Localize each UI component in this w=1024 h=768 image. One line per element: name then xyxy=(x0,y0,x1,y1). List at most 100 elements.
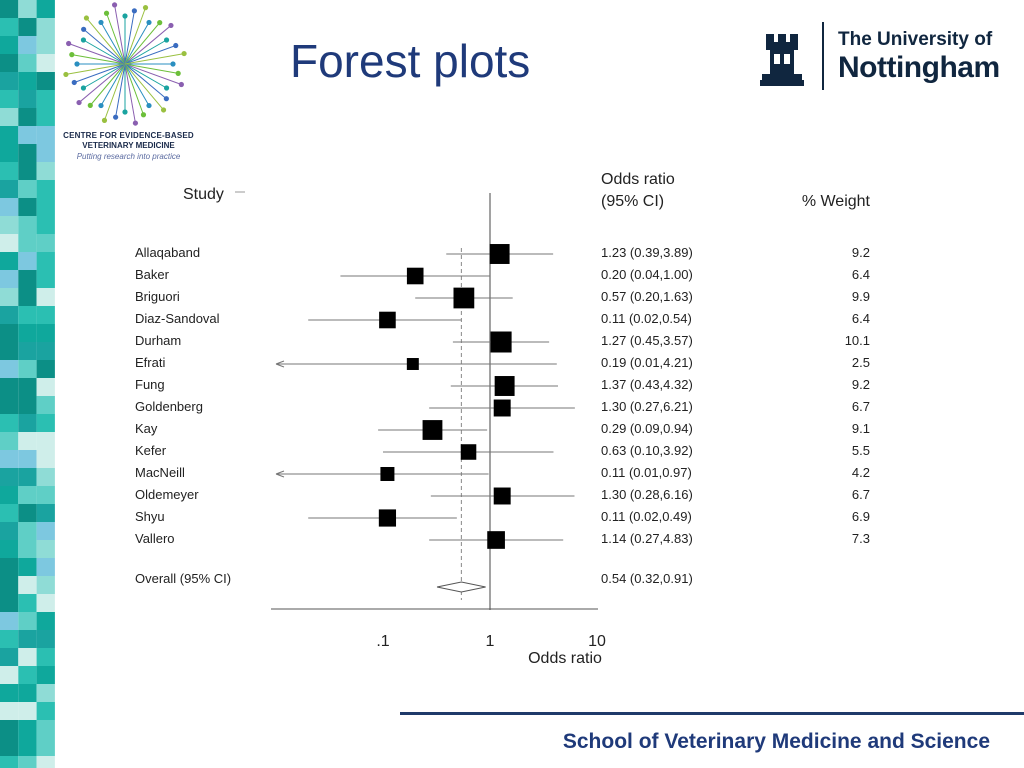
starburst-dot xyxy=(113,114,119,120)
university-name-line2: Nottingham xyxy=(838,51,1000,84)
stripe-tile xyxy=(0,270,19,288)
stripe-tile xyxy=(36,432,55,450)
header-weight: % Weight xyxy=(802,193,871,210)
stripe-tile xyxy=(0,468,19,486)
stripe-tile xyxy=(18,486,37,504)
starburst-dot xyxy=(146,102,152,109)
starburst-dot xyxy=(146,19,152,26)
starburst-dot xyxy=(80,85,87,91)
stripe-tile xyxy=(0,414,19,432)
page-title: Forest plots xyxy=(290,35,531,87)
stripe-tile xyxy=(18,360,37,378)
stripe-tile xyxy=(0,72,19,90)
stripe-tile xyxy=(36,234,55,252)
study-ci-text: 1.30 (0.28,6.16) xyxy=(601,487,693,502)
stripe-tile xyxy=(18,630,37,648)
stripe-tile xyxy=(18,252,37,270)
study-label: Durham xyxy=(135,333,181,348)
stripe-tile xyxy=(36,522,55,540)
starburst-ray xyxy=(83,39,126,65)
ci-arrow xyxy=(275,360,285,368)
x-tick-label: .1 xyxy=(376,633,389,650)
header-odds-ratio: Odds ratio xyxy=(601,171,675,188)
starburst-ray xyxy=(83,28,126,65)
stripe-tile xyxy=(0,378,19,396)
study-ci-text: 0.57 (0.20,1.63) xyxy=(601,289,693,304)
study-ci-text: 0.11 (0.02,0.54) xyxy=(601,311,692,326)
stripe-tile xyxy=(0,252,19,270)
study-point-square xyxy=(379,311,396,329)
starburst-ray xyxy=(114,4,126,65)
starburst-dot xyxy=(140,112,147,118)
stripe-tile xyxy=(0,648,19,666)
footer-school-name: School of Veterinary Medicine and Scienc… xyxy=(562,730,990,753)
stripe-tile xyxy=(0,360,19,378)
stripe-tile xyxy=(0,108,19,126)
stripe-tile xyxy=(0,612,19,630)
study-label: Baker xyxy=(135,267,170,282)
starburst-ray xyxy=(71,54,126,65)
decorative-mosaic-stripe xyxy=(0,0,55,768)
starburst-dot xyxy=(170,61,176,67)
stripe-tile xyxy=(36,288,55,306)
stripe-tile xyxy=(18,576,37,594)
overall-label: Overall (95% CI) xyxy=(135,571,231,586)
study-point-square xyxy=(493,399,511,417)
ci-arrow xyxy=(275,470,285,478)
stripe-tile xyxy=(36,738,55,756)
stripe-tile xyxy=(18,270,37,288)
stripe-tile xyxy=(36,342,55,360)
study-point-square xyxy=(487,531,505,549)
study-point-square xyxy=(494,376,515,396)
stripe-tile xyxy=(18,540,37,558)
starburst-dot xyxy=(87,102,93,108)
stripe-tile xyxy=(18,468,37,486)
starburst-dot xyxy=(122,109,128,115)
study-label: Efrati xyxy=(135,355,165,370)
stripe-tile xyxy=(36,666,55,684)
study-weight: 6.7 xyxy=(852,399,870,414)
starburst-dot xyxy=(83,15,90,21)
stripe-tile xyxy=(0,162,19,180)
stripe-tile xyxy=(36,36,55,54)
stripe-tile xyxy=(0,216,19,234)
stripe-tile xyxy=(36,756,55,768)
stripe-tile xyxy=(18,36,37,54)
study-ci-text: 0.20 (0.04,1.00) xyxy=(601,267,693,282)
starburst-dot xyxy=(157,20,163,26)
overall-ci-text: 0.54 (0.32,0.91) xyxy=(601,571,693,586)
starburst-dot xyxy=(163,85,170,91)
starburst-dot xyxy=(181,50,187,57)
stripe-tile xyxy=(0,630,19,648)
starburst-dot xyxy=(142,5,149,11)
stripe-tile xyxy=(0,432,19,450)
starburst-dot xyxy=(98,102,104,109)
starburst-dot xyxy=(175,70,181,76)
stripe-tile xyxy=(18,54,37,72)
starburst-dot xyxy=(66,40,72,47)
header-study: Study xyxy=(183,186,224,203)
starburst-dot xyxy=(163,37,170,43)
starburst-ray xyxy=(124,45,176,65)
starburst-dot xyxy=(132,120,139,126)
stripe-tile xyxy=(0,0,19,18)
starburst-ray xyxy=(115,63,126,118)
study-weight: 6.4 xyxy=(852,267,870,282)
starburst-dot xyxy=(81,26,87,32)
starburst-dot xyxy=(80,37,87,43)
stripe-tile xyxy=(0,198,19,216)
stripe-tile xyxy=(36,378,55,396)
study-weight: 2.5 xyxy=(852,355,870,370)
stripe-tile xyxy=(0,504,19,522)
starburst-ray xyxy=(124,63,144,115)
study-weight: 9.2 xyxy=(852,245,870,260)
header-ci: (95% CI) xyxy=(601,193,664,210)
stripe-tile xyxy=(0,720,19,738)
stripe-tile xyxy=(18,738,37,756)
stripe-tile xyxy=(0,540,19,558)
stripe-tile xyxy=(0,684,19,702)
stripe-tile xyxy=(0,18,19,36)
stripe-tile xyxy=(0,756,19,768)
study-label: Fung xyxy=(135,377,165,392)
